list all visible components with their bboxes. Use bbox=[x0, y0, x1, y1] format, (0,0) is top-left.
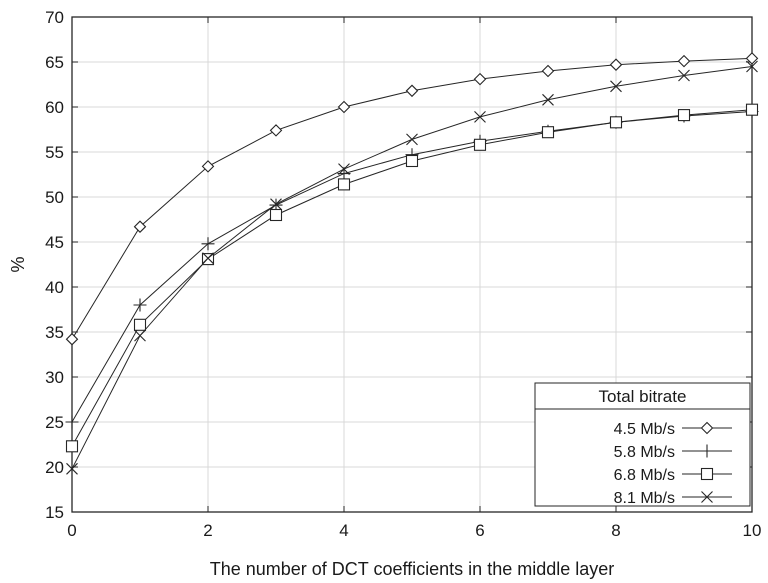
y-tick-label: 30 bbox=[45, 368, 64, 387]
y-tick-label: 70 bbox=[45, 8, 64, 27]
x-tick-label: 4 bbox=[339, 521, 348, 540]
data-point-diamond bbox=[337, 100, 351, 114]
x-tick-label: 0 bbox=[67, 521, 76, 540]
y-tick-label: 25 bbox=[45, 413, 64, 432]
y-tick-label: 65 bbox=[45, 53, 64, 72]
y-tick-label: 60 bbox=[45, 98, 64, 117]
data-point-diamond bbox=[65, 332, 79, 346]
data-point-diamond bbox=[541, 64, 555, 78]
data-point-square bbox=[133, 318, 147, 331]
series-x bbox=[66, 60, 758, 475]
data-point-square bbox=[677, 109, 691, 122]
legend-marker-plus bbox=[700, 444, 714, 458]
data-point-diamond bbox=[269, 124, 283, 137]
series-plus bbox=[65, 105, 759, 429]
data-point-x bbox=[542, 93, 554, 106]
data-point-x bbox=[406, 133, 418, 146]
data-point-square bbox=[405, 154, 419, 168]
data-point-x bbox=[202, 252, 214, 265]
x-tick-label: 10 bbox=[743, 521, 762, 540]
data-point-square bbox=[473, 138, 487, 151]
data-point-square bbox=[65, 440, 79, 453]
data-point-x bbox=[678, 69, 690, 82]
data-point-x bbox=[610, 80, 622, 93]
data-point-x bbox=[270, 198, 282, 211]
data-point-x bbox=[746, 60, 758, 73]
data-point-x bbox=[134, 329, 146, 342]
y-tick-label: 45 bbox=[45, 233, 64, 252]
legend-label: 8.1 Mb/s bbox=[614, 490, 675, 507]
data-point-square bbox=[609, 116, 623, 129]
data-point-square bbox=[201, 253, 215, 266]
data-point-x bbox=[66, 462, 78, 475]
data-point-square bbox=[269, 208, 283, 222]
legend-label: 4.5 Mb/s bbox=[614, 421, 675, 438]
data-point-diamond bbox=[405, 84, 419, 98]
series-layer bbox=[65, 52, 759, 475]
x-tick-label: 6 bbox=[475, 521, 484, 540]
legend-marker-square bbox=[700, 467, 714, 481]
y-axis-ticks: 15 20 25 30 35 40 45 50 55 60 65 70 bbox=[45, 8, 752, 522]
data-point-x bbox=[474, 111, 486, 123]
data-point-diamond bbox=[609, 58, 623, 71]
y-tick-label: 15 bbox=[45, 503, 64, 522]
legend-marker-x bbox=[701, 491, 713, 503]
data-point-square bbox=[337, 178, 351, 191]
grid-lines bbox=[72, 17, 752, 512]
data-point-square bbox=[541, 126, 555, 139]
data-point-plus bbox=[65, 415, 79, 429]
legend: Total bitrate 4.5 Mb/s 5.8 Mb/s 6.8 Mb/s 8.1… bbox=[534, 382, 751, 507]
legend-box bbox=[534, 382, 751, 507]
legend-label: 6.8 Mb/s bbox=[614, 467, 675, 484]
data-point-plus bbox=[133, 298, 147, 312]
y-axis-label: % bbox=[8, 256, 28, 272]
y-tick-label: 40 bbox=[45, 278, 64, 297]
data-point-square bbox=[745, 103, 759, 116]
x-tick-label: 2 bbox=[203, 521, 212, 540]
series-square bbox=[65, 103, 759, 453]
y-tick-label: 55 bbox=[45, 143, 64, 162]
legend-label: 5.8 Mb/s bbox=[614, 444, 675, 461]
data-point-diamond bbox=[473, 72, 487, 86]
y-tick-label: 35 bbox=[45, 323, 64, 342]
data-point-diamond bbox=[745, 52, 759, 65]
data-point-diamond bbox=[133, 220, 147, 233]
data-point-plus bbox=[201, 237, 215, 251]
plot-area bbox=[71, 16, 753, 513]
x-axis-ticks: 0 2 4 6 8 10 bbox=[67, 17, 761, 540]
data-point-diamond bbox=[677, 54, 691, 68]
x-tick-label: 8 bbox=[611, 521, 620, 540]
y-tick-label: 20 bbox=[45, 458, 64, 477]
y-tick-label: 50 bbox=[45, 188, 64, 207]
legend-title: Total bitrate bbox=[599, 387, 687, 406]
x-axis-label: The number of DCT coefficients in the mi… bbox=[210, 559, 615, 579]
legend-marker-diamond bbox=[700, 421, 714, 435]
data-point-diamond bbox=[201, 160, 215, 173]
data-point-x bbox=[338, 163, 350, 175]
series-diamond bbox=[65, 52, 759, 346]
